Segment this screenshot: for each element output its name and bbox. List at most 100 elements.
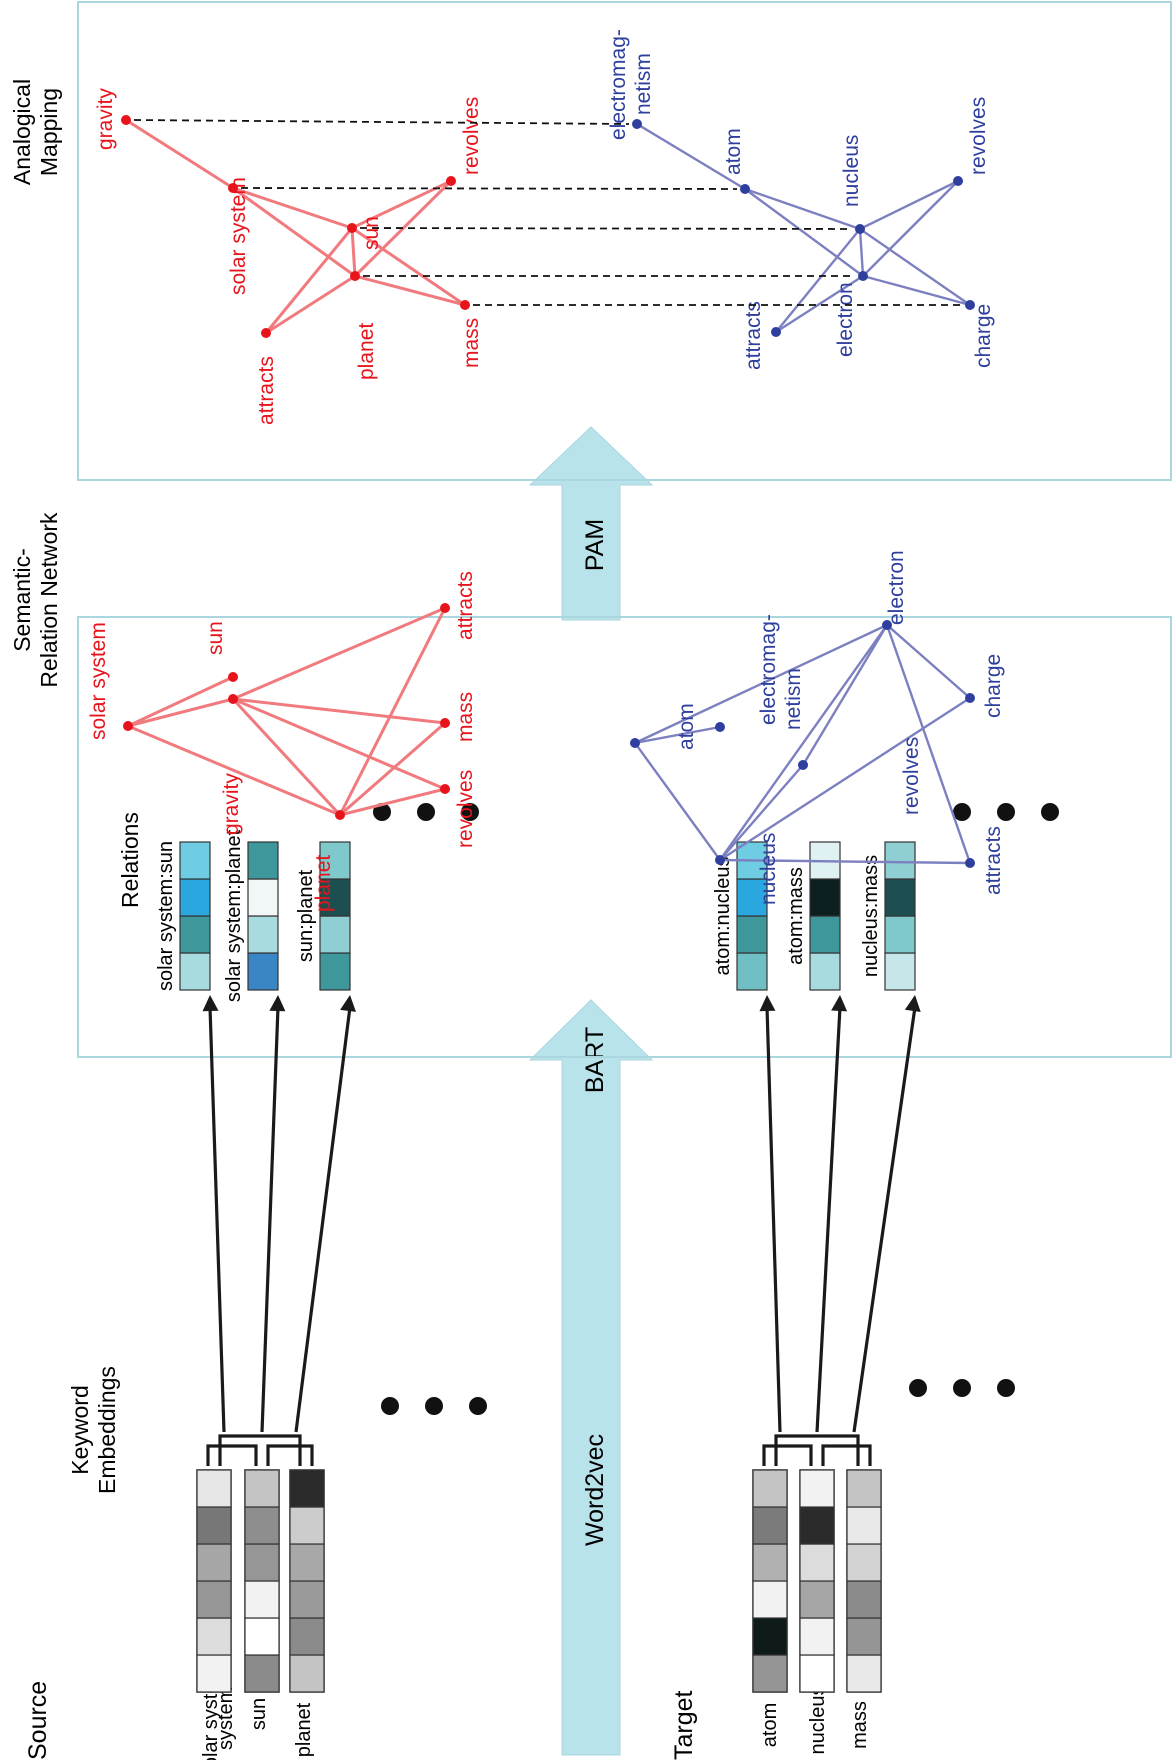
semantic-network-header-1: Semantic- [9,548,35,652]
target-arrow-head-2 [904,995,921,1012]
semantic-target-node-4 [882,620,892,630]
semantic-source-edge-7 [338,607,447,816]
target-relation-cell-2-1 [884,915,916,954]
source-embedding-cell-2-2 [289,1580,325,1619]
target-embedding-cell-0-3 [752,1543,788,1582]
mapping-target-edge-2 [744,188,864,277]
mapping-source-label-revolves: revolves [460,97,483,175]
mapping-source-label-mass: mass [460,318,483,368]
source-relation-cell-0-3 [179,841,211,880]
semantic-target-label-charge: charge [982,654,1005,718]
semantic-target-label-netism: netism [782,668,805,730]
target-embedding-vectors [752,1469,882,1693]
source-embedding-cell-1-0 [244,1654,280,1693]
semantic-source-node-6 [440,784,450,794]
mapping-target-label-electromag: electromag- [607,29,630,140]
semantic-source-edge-3 [232,606,446,701]
mapping-source-label-gravity: gravity [94,88,117,150]
source-relation-label-1: solar system:planet [223,829,245,1002]
semantic-panel-box [77,616,1172,1058]
source-relation-cell-2-1 [319,915,351,954]
mapping-source-node-3 [350,271,360,281]
source-relation-cell-1-3 [247,841,279,880]
mapping-source-node-2 [347,223,357,233]
mapping-target-edge-3 [858,228,865,277]
target-embedding-cell-2-1 [846,1617,882,1656]
mapping-target-edge-1 [744,187,861,231]
mapping-target-edge-7 [775,274,864,334]
analogical-mapping-header-2: Mapping [36,88,62,176]
source-embedding-cell-2-0 [289,1654,325,1693]
target-arrow-shaft-0 [765,1006,782,1433]
source-bracket-1 [218,1434,302,1466]
semantic-target-edge-3 [719,624,888,861]
analogical-mapping-header-1: Analogical [9,79,35,185]
semantic-target-edge-6 [719,858,971,865]
semantic-source-edge-2 [127,724,341,817]
mapping-target-label-netism: netism [632,53,655,115]
semantic-target-node-3 [798,760,808,770]
semantic-source-label-solar-system: solar system [87,622,110,740]
target-relation-cell-1-0 [809,952,841,991]
source-label: Source [24,1681,52,1760]
source-arrow-head-1 [269,995,286,1012]
semantic-source-label-gravity: gravity [220,773,243,835]
word2vec-bart-arrow [528,999,654,1756]
source-embedding-cell-0-0 [196,1654,232,1693]
source-bracket-2 [266,1444,314,1466]
mapping-source-node-0 [121,115,131,125]
target-embedding-cell-2-3 [846,1543,882,1582]
source-relation-cell-2-3 [319,841,351,880]
target-word-nucleus: nucleus [807,1686,829,1755]
semantic-source-label-sun: sun [204,621,227,655]
source-embedding-cell-1-5 [244,1469,280,1508]
source-embedding-cell-2-5 [289,1469,325,1508]
source-word-planet: planet [293,1702,315,1757]
target-embedding-cell-0-2 [752,1580,788,1619]
semantic-source-edge-9 [339,787,446,817]
target-relation-cell-2-2 [884,878,916,917]
target-embedding-cell-0-4 [752,1506,788,1545]
mapping-source-node-4 [261,328,271,338]
semantic-target-label-electron: electron [885,550,908,625]
semantic-source-label-mass: mass [454,692,477,742]
mapping-source-label-sun: sun [360,216,383,250]
semantic-target-label-atom: atom [675,703,698,750]
source-embedding-cell-0-1 [196,1617,232,1656]
source-bracket-0 [206,1444,258,1466]
source-word-system: system [215,1687,237,1750]
target-relation-label-2: nucleus:mass [860,855,882,977]
semantic-source-node-1 [228,672,238,682]
source-relation-cell-0-0 [179,952,211,991]
mapping-source-node-6 [460,300,470,310]
semantic-network-header-2: Relation Network [36,512,62,688]
source-embedding-cell-2-4 [289,1506,325,1545]
target-embedding-cell-2-2 [846,1580,882,1619]
mapping-target-edge-8 [862,180,959,277]
relations-header: Relations [117,812,143,908]
target-embedding-cell-2-0 [846,1654,882,1693]
mapping-source-label-attracts: attracts [255,356,278,425]
mapping-target-label-revolves: revolves [967,97,990,175]
target-relation-label-1: atom:mass [785,867,807,965]
target-relation-cell-2-3 [884,841,916,880]
target-embedding-cell-0-5 [752,1469,788,1508]
pam-label: PAM [581,519,609,571]
semantic-target-label-electromag: electromag- [757,614,780,725]
mapping-target-node-6 [965,300,975,310]
semantic-source-edge-0 [127,675,234,728]
target-bracket-2 [821,1444,872,1466]
semantic-source-label-planet: planet [312,855,335,912]
source-relation-cell-2-0 [319,952,351,991]
semantic-target-edge-1 [634,742,721,861]
source-relation-vectors: solar system:sun solar system:planet sun:p… [155,829,351,1002]
source-embeddings-ellipsis [381,1397,487,1415]
source-relation-cell-0-2 [179,878,211,917]
target-embedding-cell-1-1 [799,1617,835,1656]
target-embedding-cell-1-2 [799,1580,835,1619]
mapping-source-edge-5 [351,226,466,307]
semantic-source-label-revolves: revolves [454,770,477,848]
mapping-source-label-solar-system: solar system [227,177,250,295]
mapping-source-edge-1 [232,186,353,230]
semantic-target-edge-0 [634,725,721,745]
